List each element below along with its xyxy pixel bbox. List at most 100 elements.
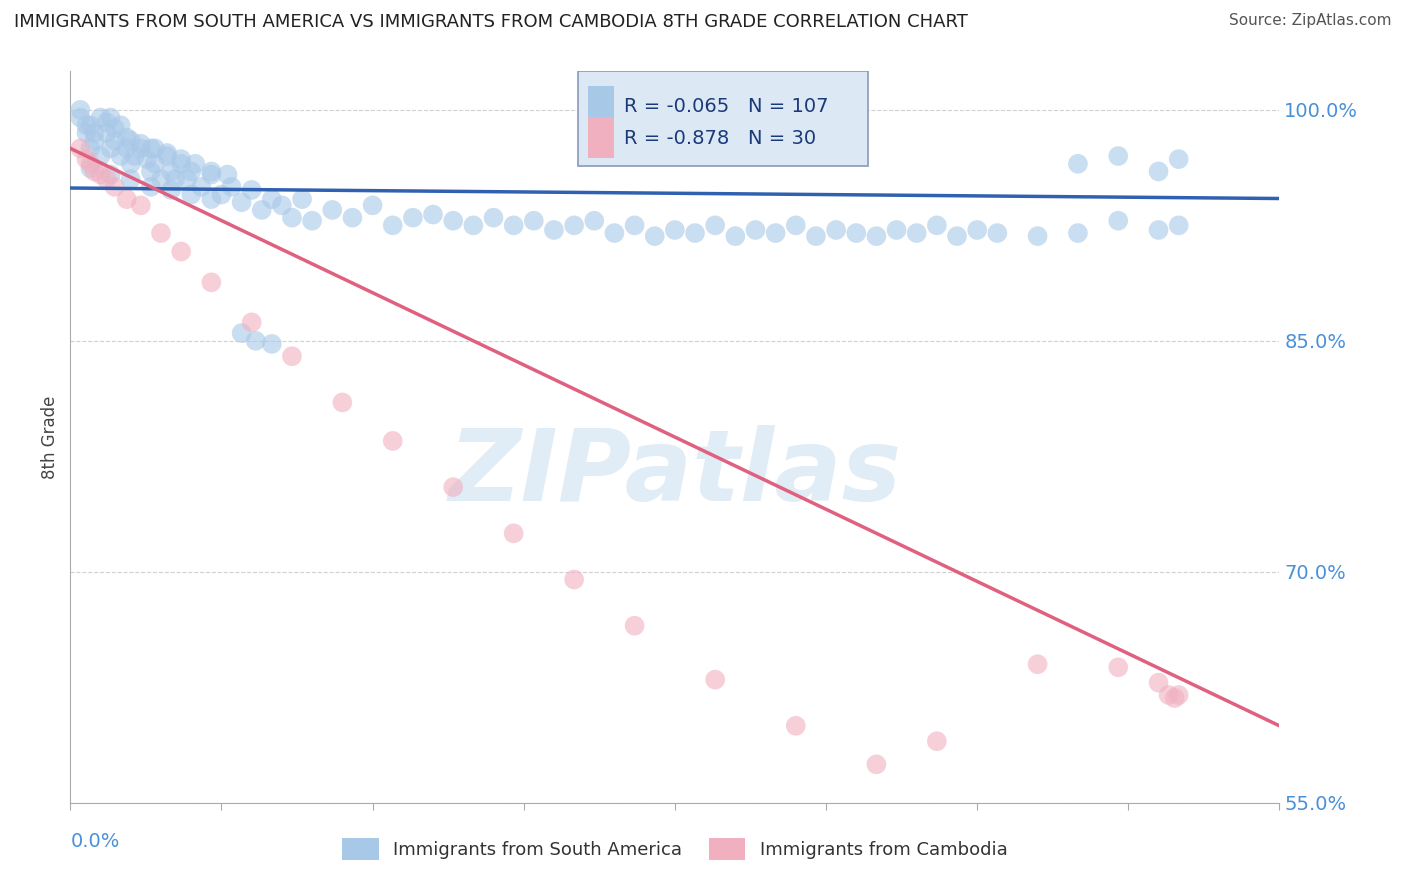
Point (523, 213, 546, 227)
Legend: Immigrants from South America, Immigrants from Cambodia: Immigrants from South America, Immigrant… (343, 838, 1007, 860)
Point (1147, 164, 1170, 178)
Text: IMMIGRANTS FROM SOUTH AMERICA VS IMMIGRANTS FROM CAMBODIA 8TH GRADE CORRELATION : IMMIGRANTS FROM SOUTH AMERICA VS IMMIGRA… (14, 13, 967, 31)
Point (785, 719, 807, 733)
Point (79, 157, 101, 171)
Point (422, 208, 444, 222)
Point (245, 334, 267, 348)
Point (156, 145, 179, 160)
Point (381, 219, 404, 233)
Point (562, 219, 585, 233)
Point (785, 219, 807, 233)
Point (925, 734, 948, 748)
Point (170, 244, 193, 259)
Text: ZIPatlas: ZIPatlas (449, 425, 901, 522)
Point (170, 157, 193, 171)
Point (100, 168, 122, 182)
Point (104, 121, 127, 136)
Point (1067, 226, 1090, 240)
Point (281, 211, 304, 225)
Text: R = -0.065   N = 107: R = -0.065 N = 107 (624, 97, 828, 116)
Point (1147, 675, 1170, 690)
Point (143, 141, 166, 155)
Point (502, 219, 524, 233)
Point (100, 141, 122, 155)
Point (240, 183, 263, 197)
Point (1163, 691, 1185, 706)
Point (231, 195, 253, 210)
Point (966, 223, 988, 237)
Point (332, 395, 354, 409)
Point (865, 229, 887, 244)
Point (176, 172, 198, 186)
Point (744, 223, 766, 237)
Point (69, 103, 91, 117)
Point (1167, 219, 1189, 233)
Point (200, 164, 222, 178)
Point (804, 229, 827, 244)
Point (200, 276, 222, 290)
Point (260, 337, 283, 351)
Point (644, 229, 666, 244)
Point (143, 157, 166, 171)
Point (562, 573, 585, 587)
Point (1167, 152, 1189, 166)
Point (1067, 157, 1090, 171)
Point (240, 315, 263, 329)
Point (502, 526, 524, 541)
Point (845, 226, 868, 240)
Point (441, 213, 464, 227)
Point (221, 179, 243, 194)
Point (160, 183, 183, 197)
Point (115, 141, 138, 155)
Point (765, 226, 787, 240)
Point (190, 179, 212, 194)
Point (925, 219, 948, 233)
Point (150, 226, 173, 240)
Point (270, 198, 294, 212)
Point (664, 223, 686, 237)
Point (260, 192, 283, 206)
Point (100, 111, 122, 125)
Point (139, 141, 162, 155)
Point (115, 130, 138, 145)
Point (441, 480, 464, 494)
Point (1107, 660, 1129, 674)
Point (381, 434, 404, 448)
Point (200, 192, 222, 206)
Point (543, 223, 565, 237)
Point (1167, 688, 1189, 702)
Point (96, 172, 118, 186)
Point (250, 202, 273, 217)
Point (139, 164, 162, 178)
Point (342, 211, 364, 225)
Point (104, 134, 127, 148)
FancyBboxPatch shape (578, 71, 869, 167)
Y-axis label: 8th Grade: 8th Grade (41, 395, 59, 479)
Text: R = -0.878   N = 30: R = -0.878 N = 30 (624, 129, 817, 148)
Point (90, 149, 111, 163)
Point (603, 226, 626, 240)
Point (683, 226, 706, 240)
Point (83, 126, 105, 140)
Point (129, 198, 152, 212)
Point (724, 229, 747, 244)
Point (115, 192, 138, 206)
Point (946, 229, 969, 244)
Point (135, 152, 157, 166)
Point (361, 198, 384, 212)
Point (90, 168, 111, 182)
Point (120, 134, 142, 148)
Point (96, 115, 118, 129)
Point (231, 326, 253, 340)
Point (1107, 149, 1129, 163)
Point (75, 152, 97, 166)
Point (1107, 213, 1129, 227)
Point (905, 226, 928, 240)
Point (75, 118, 97, 132)
Point (217, 168, 239, 182)
Point (129, 136, 152, 151)
Point (886, 223, 908, 237)
Point (180, 164, 202, 178)
Point (83, 134, 105, 148)
Point (90, 111, 111, 125)
